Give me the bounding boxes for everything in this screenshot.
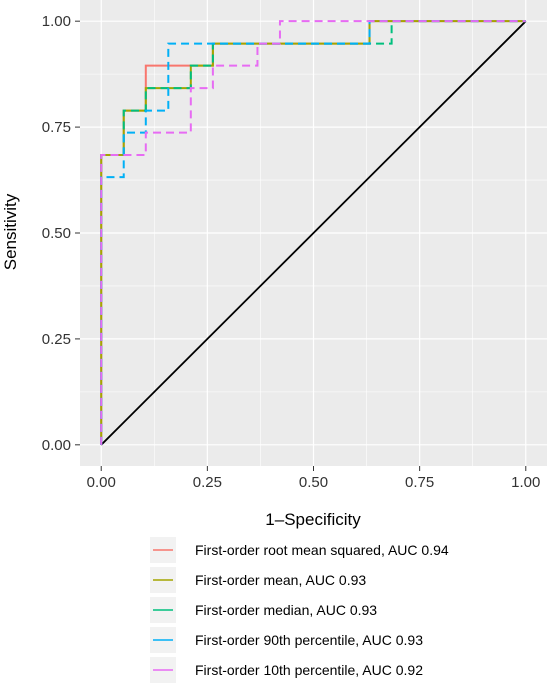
y-tick-label: 0.00 xyxy=(42,437,71,454)
roc-curve-4 xyxy=(100,20,526,445)
reference-line-layer xyxy=(100,20,527,446)
legend-label-5: First-order 10th percentile, AUC 0.92 xyxy=(195,662,423,678)
y-axis-ticks: 0.00 0.25 0.50 0.75 1.00 xyxy=(42,13,80,454)
x-tick-label: 0.25 xyxy=(193,474,222,491)
y-tick-label: 0.50 xyxy=(42,225,71,242)
x-tick-label: 0.50 xyxy=(299,474,328,491)
y-tick-label: 1.00 xyxy=(42,13,71,30)
x-tick-label: 0.00 xyxy=(87,474,116,491)
legend-label-1: First-order root mean squared, AUC 0.94 xyxy=(195,542,449,558)
x-tick-label: 1.00 xyxy=(511,474,540,491)
reference-diagonal xyxy=(100,20,527,446)
y-tick-label: 0.75 xyxy=(42,119,71,136)
legend-label-3: First-order median, AUC 0.93 xyxy=(195,602,377,618)
legend-box xyxy=(140,530,500,690)
legend-label-2: First-order mean, AUC 0.93 xyxy=(195,572,366,588)
y-tick-label: 0.25 xyxy=(42,331,71,348)
roc-curve-5 xyxy=(100,20,526,445)
x-axis-ticks: 0.00 0.25 0.50 0.75 1.00 xyxy=(87,466,540,491)
y-axis-title: Sensitivity xyxy=(1,193,20,270)
legend-label-4: First-order 90th percentile, AUC 0.93 xyxy=(195,632,423,648)
x-axis-title: 1–Specificity xyxy=(265,510,361,529)
x-tick-label: 0.75 xyxy=(405,474,434,491)
roc-curves xyxy=(100,20,526,445)
legend: First-order root mean squared, AUC 0.94 F… xyxy=(140,530,500,690)
